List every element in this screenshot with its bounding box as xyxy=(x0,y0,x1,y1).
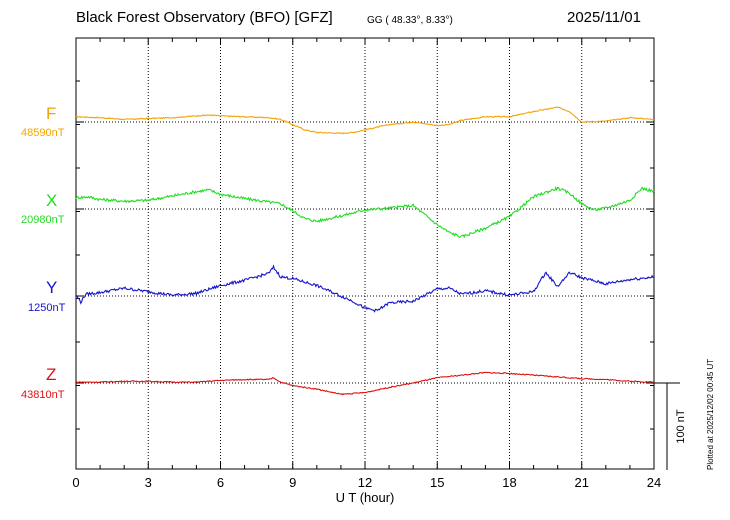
x-axis-label: U T (hour) xyxy=(336,490,395,505)
baseline-label-f: 48590nT xyxy=(21,127,65,139)
component-label-f: F xyxy=(46,104,57,123)
component-label-x: X xyxy=(46,191,58,210)
x-tick-label: 21 xyxy=(575,475,589,490)
series-line-z xyxy=(76,371,655,396)
x-tick-label: 0 xyxy=(72,475,79,490)
station-coordinates: GG ( 48.33°, 8.33°) xyxy=(367,15,453,26)
baseline-label-z: 43810nT xyxy=(21,389,65,401)
x-tick-label: 6 xyxy=(217,475,224,490)
chart-title: Black Forest Observatory (BFO) [GFZ] xyxy=(76,9,333,26)
x-tick-label: 24 xyxy=(647,475,661,490)
x-tick-label: 3 xyxy=(145,475,152,490)
series-line-x xyxy=(75,186,655,239)
plotted-timestamp: Plotted at 2025/12/02 00:45 UT xyxy=(706,358,715,470)
baseline-label-y: 1250nT xyxy=(28,302,66,314)
component-label-y: Y xyxy=(46,278,58,297)
chart-date: 2025/11/01 xyxy=(567,9,641,26)
x-tick-label: 15 xyxy=(430,475,444,490)
series-line-f xyxy=(76,106,654,135)
series-line-y xyxy=(75,264,655,313)
scale-bar-label: 100 nT xyxy=(675,409,687,444)
x-tick-label: 12 xyxy=(358,475,372,490)
baseline-label-x: 20980nT xyxy=(21,214,65,226)
x-tick-label: 18 xyxy=(502,475,516,490)
component-label-z: Z xyxy=(46,365,57,384)
x-tick-label: 9 xyxy=(289,475,296,490)
